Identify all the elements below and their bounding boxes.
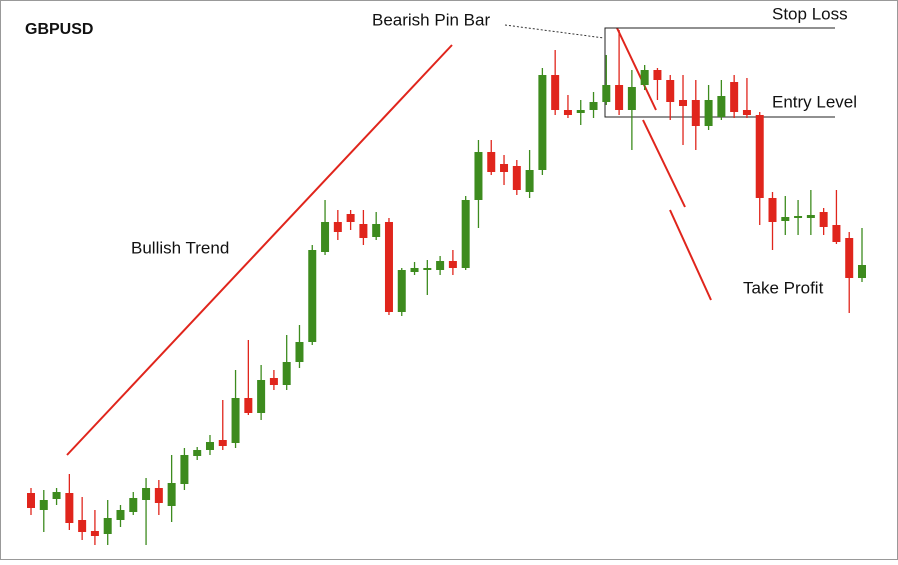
candle-body — [193, 450, 202, 456]
candle-body — [704, 100, 713, 126]
chart-title: GBPUSD — [25, 21, 93, 38]
candle-body — [538, 75, 547, 170]
candle-body — [180, 455, 189, 484]
candle-body — [730, 82, 739, 112]
candle-body — [487, 152, 496, 172]
pointer-line — [504, 24, 605, 39]
candle-body — [410, 268, 419, 272]
candle-body — [653, 70, 662, 80]
candle-body — [768, 198, 777, 222]
candle-body — [640, 70, 649, 85]
candle-body — [500, 164, 509, 172]
candle-body — [244, 398, 253, 413]
candle-body — [333, 222, 342, 232]
candle-body — [103, 518, 112, 534]
trend-line — [616, 27, 657, 111]
candle-body — [806, 215, 815, 218]
candle-body — [308, 250, 317, 342]
candle-body — [858, 265, 866, 278]
candle-body — [52, 492, 61, 499]
candle-body — [819, 212, 828, 227]
candle-body — [679, 100, 688, 106]
trend-line — [669, 209, 712, 301]
candle-body — [615, 85, 624, 110]
candle-body — [589, 102, 598, 110]
candle-body — [397, 270, 406, 312]
candle-body — [423, 268, 432, 270]
candle-body — [525, 170, 534, 192]
candle-body — [512, 166, 521, 190]
candle-body — [282, 362, 291, 385]
candle-body — [666, 80, 675, 102]
trend-line — [642, 119, 686, 208]
candle-body — [167, 483, 176, 506]
candle-body — [116, 510, 125, 520]
candle-body — [154, 488, 163, 503]
candle-body — [359, 224, 368, 238]
candle-body — [65, 493, 74, 523]
candle-body — [384, 222, 393, 312]
candle-body — [346, 214, 355, 222]
candle-body — [27, 493, 35, 508]
candle-body — [321, 222, 330, 252]
candle-body — [269, 378, 278, 385]
candle-body — [39, 500, 48, 510]
candle-body — [551, 75, 560, 110]
candle-body — [448, 261, 457, 268]
trend-line — [66, 44, 453, 456]
candle-body — [372, 224, 381, 237]
candle-body — [794, 216, 803, 218]
candle-body — [717, 96, 726, 117]
candle-body — [205, 442, 214, 450]
candle-body — [461, 200, 470, 268]
candle-body — [257, 380, 266, 413]
candle-body — [231, 398, 240, 443]
annotation: Take Profit — [743, 278, 824, 297]
candle-body — [845, 238, 854, 278]
candle-body — [129, 498, 138, 512]
candle-body — [142, 488, 151, 500]
candle-body — [755, 115, 764, 198]
candle-body — [295, 342, 304, 362]
annotation: Bullish Trend — [131, 238, 229, 257]
annotation: Entry Level — [772, 92, 857, 111]
candle-body — [563, 110, 572, 115]
candle-body — [602, 85, 611, 102]
candle-body — [436, 261, 445, 270]
candle-body — [90, 531, 99, 536]
annotation: Bearish Pin Bar — [372, 10, 490, 29]
candle-body — [78, 520, 87, 532]
candle-body — [474, 152, 483, 200]
candle-body — [218, 440, 227, 446]
candle-body — [781, 217, 790, 221]
candle-body — [832, 225, 841, 242]
candle-body — [742, 110, 751, 115]
candle-body — [576, 110, 585, 113]
annotation: Stop Loss — [772, 4, 848, 23]
candle-body — [627, 87, 636, 110]
candle-body — [691, 100, 700, 126]
